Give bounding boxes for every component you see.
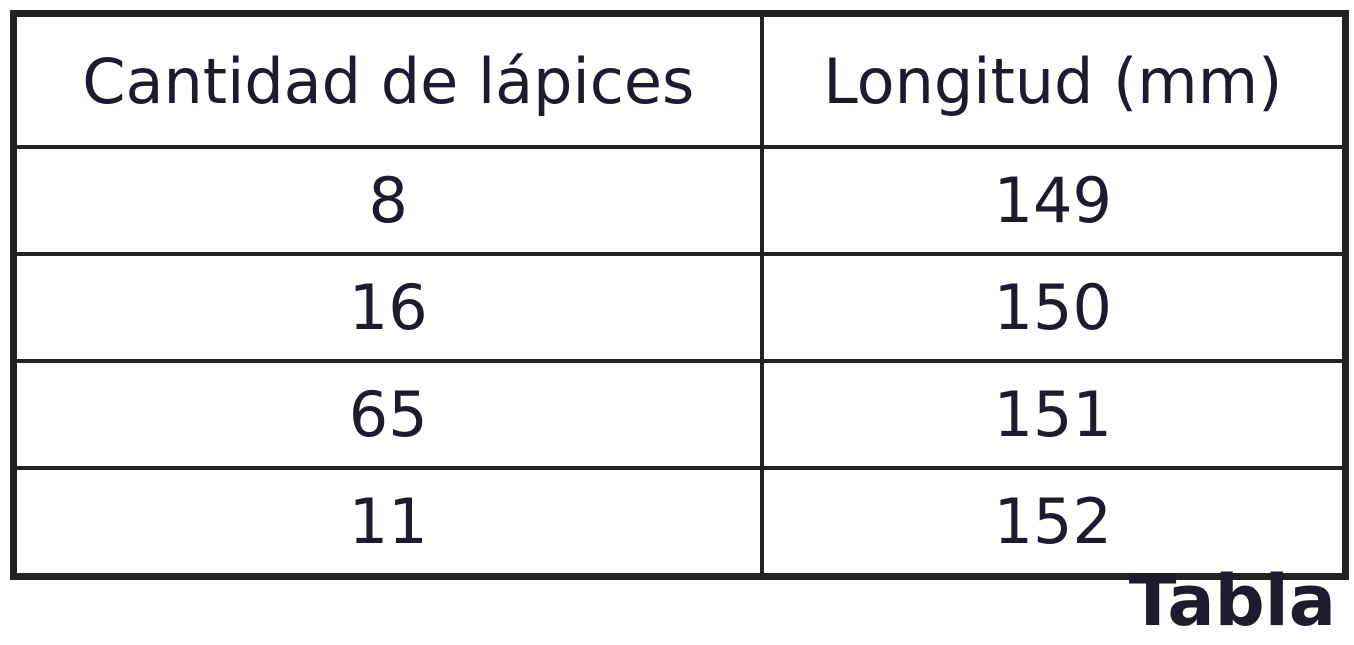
cell-quantity: 8 [11, 145, 764, 256]
header-cell-quantity: Cantidad de lápices [11, 11, 764, 149]
header-cell-length: Longitud (mm) [759, 11, 1348, 149]
cell-length: 152 [759, 466, 1348, 579]
header-row: Cantidad de lápices Longitud (mm) [11, 11, 1348, 149]
table-row: 8 149 [11, 145, 1348, 256]
table-row: 16 150 [11, 252, 1348, 363]
cell-length: 150 [759, 252, 1348, 363]
cell-quantity: 11 [11, 466, 764, 579]
cell-length: 149 [759, 145, 1348, 256]
cell-quantity: 65 [11, 359, 764, 470]
table-caption: Tabla [1128, 560, 1336, 642]
data-table: Cantidad de lápices Longitud (mm) 8 149 … [10, 10, 1349, 580]
cell-length: 151 [759, 359, 1348, 470]
table-row: 11 152 [11, 466, 1348, 579]
table-row: 65 151 [11, 359, 1348, 470]
cell-quantity: 16 [11, 252, 764, 363]
